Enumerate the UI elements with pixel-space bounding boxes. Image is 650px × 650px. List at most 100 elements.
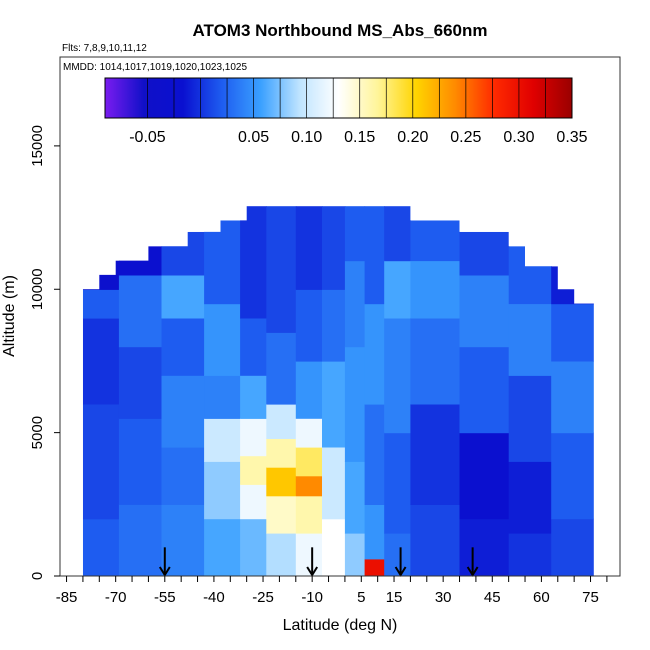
profile-arrow bbox=[394, 547, 407, 577]
heatmap-cell bbox=[240, 317, 267, 376]
heatmap-cell bbox=[266, 404, 297, 439]
heatmap-cell bbox=[161, 317, 205, 376]
y-tick-label: 10000 bbox=[29, 268, 46, 310]
heatmap-cell bbox=[118, 274, 163, 348]
heatmap-cell bbox=[551, 303, 594, 362]
heatmap-cell bbox=[82, 404, 120, 520]
heatmap-cell bbox=[551, 432, 594, 520]
heatmap-cell bbox=[384, 317, 411, 434]
colorbar-label: 0.20 bbox=[397, 129, 428, 146]
heatmap-cell bbox=[82, 518, 120, 576]
heatmap-cell bbox=[161, 375, 205, 448]
heatmap-cell bbox=[508, 461, 552, 534]
heatmap-cell bbox=[384, 260, 411, 319]
y-tick-label: 15000 bbox=[29, 125, 46, 167]
heatmap-cell bbox=[344, 461, 366, 534]
dates-note: MMDD: 1014,1017,1019,1020,1023,1025 bbox=[63, 62, 247, 73]
heatmap-cell bbox=[344, 346, 366, 462]
heatmap-cell bbox=[459, 518, 510, 576]
heatmap-cell bbox=[82, 260, 120, 290]
x-tick-label: -40 bbox=[203, 589, 225, 606]
x-tick-label: 45 bbox=[484, 589, 501, 606]
heatmap-cell bbox=[364, 558, 385, 576]
colorbar: -0.05 0.05 0.10 0.15 0.20 0.25 0.30 0.35 bbox=[104, 77, 588, 146]
colorbar-label: -0.05 bbox=[129, 129, 166, 146]
heatmap-cell bbox=[204, 418, 241, 462]
colorbar-gradient bbox=[104, 77, 573, 119]
heatmap-cell bbox=[240, 418, 267, 457]
heatmap-cell bbox=[266, 206, 297, 333]
heatmap-cell bbox=[459, 432, 510, 520]
x-tick-label: -85 bbox=[56, 589, 78, 606]
heatmap-cell bbox=[551, 360, 594, 434]
heatmap-cell bbox=[204, 303, 241, 376]
y-axis: 0 5000 10000 15000 bbox=[29, 125, 60, 580]
heatmap bbox=[82, 206, 594, 576]
heatmap-cell bbox=[322, 289, 346, 362]
x-tick-label: 60 bbox=[533, 589, 550, 606]
colorbar-label: 0.05 bbox=[238, 129, 269, 146]
heatmap-cell bbox=[204, 220, 241, 305]
heatmap-cell bbox=[295, 289, 323, 362]
heatmap-cell bbox=[410, 404, 461, 505]
x-tick-label: -25 bbox=[252, 589, 274, 606]
heatmap-cell bbox=[322, 447, 346, 520]
y-axis-title: Altitude (m) bbox=[1, 275, 18, 357]
profile-arrow bbox=[306, 547, 319, 577]
heatmap-cell bbox=[344, 533, 366, 576]
heatmap-cell bbox=[118, 504, 163, 576]
x-axis: -85 -70 -55 -40 -25 -10 5 15 30 45 60 75 bbox=[56, 576, 608, 606]
heatmap-cell bbox=[295, 206, 323, 290]
heatmap-cell bbox=[266, 438, 297, 468]
colorbar-ticks bbox=[147, 78, 573, 118]
heatmap-cell bbox=[240, 206, 267, 319]
heatmap-cell bbox=[344, 260, 366, 348]
heatmap-cell bbox=[240, 484, 267, 520]
heatmap-cell bbox=[508, 375, 552, 462]
heatmap-cell bbox=[266, 495, 297, 534]
heatmap-cell bbox=[204, 461, 241, 520]
heatmap-cell bbox=[410, 317, 461, 405]
heatmap-cell bbox=[410, 260, 461, 319]
heatmap-cell bbox=[240, 518, 267, 576]
heatmap-cell bbox=[204, 518, 241, 576]
heatmap-cell bbox=[344, 206, 366, 262]
x-tick-label: 75 bbox=[582, 589, 599, 606]
heatmap-cell bbox=[118, 246, 163, 276]
heatmap-cell bbox=[384, 206, 411, 262]
colorbar-labels: -0.05 0.05 0.10 0.15 0.20 0.25 0.30 0.35 bbox=[129, 129, 587, 146]
colorbar-label: 0.25 bbox=[450, 129, 481, 146]
x-axis-title: Latitude (deg N) bbox=[283, 617, 398, 634]
heatmap-cell bbox=[161, 274, 205, 319]
heatmap-cell bbox=[118, 418, 163, 505]
heatmap-cell bbox=[459, 231, 510, 276]
heatmap-cell bbox=[161, 504, 205, 576]
heatmap-cell bbox=[322, 206, 346, 290]
heatmap-cell bbox=[295, 360, 323, 419]
heatmap-cell bbox=[266, 332, 297, 405]
heatmap-cell bbox=[551, 518, 594, 576]
heatmap-cell bbox=[204, 375, 241, 419]
heatmap-cell bbox=[266, 533, 297, 576]
heatmap-cell bbox=[459, 346, 510, 434]
heatmap-cell bbox=[82, 289, 120, 319]
heatmap-cell bbox=[364, 206, 385, 305]
heatmap-cell bbox=[295, 495, 323, 534]
y-tick-label: 0 bbox=[29, 572, 46, 580]
heatmap-cell bbox=[508, 246, 552, 305]
colorbar-label: 0.10 bbox=[291, 129, 322, 146]
x-tick-label: -55 bbox=[154, 589, 176, 606]
heatmap-cell bbox=[295, 475, 323, 497]
heatmap-cell bbox=[240, 375, 267, 419]
x-tick-label: 5 bbox=[357, 589, 365, 606]
heatmap-cell bbox=[384, 432, 411, 534]
heatmap-cell bbox=[240, 455, 267, 485]
chart-title: ATOM3 Northbound MS_Abs_660nm bbox=[192, 21, 487, 40]
heatmap-cell bbox=[410, 220, 461, 262]
heatmap-cell bbox=[266, 467, 297, 497]
profile-markers bbox=[158, 547, 479, 577]
heatmap-cell bbox=[508, 303, 552, 376]
x-tick-label: 30 bbox=[435, 589, 452, 606]
heatmap-cell bbox=[508, 533, 552, 576]
